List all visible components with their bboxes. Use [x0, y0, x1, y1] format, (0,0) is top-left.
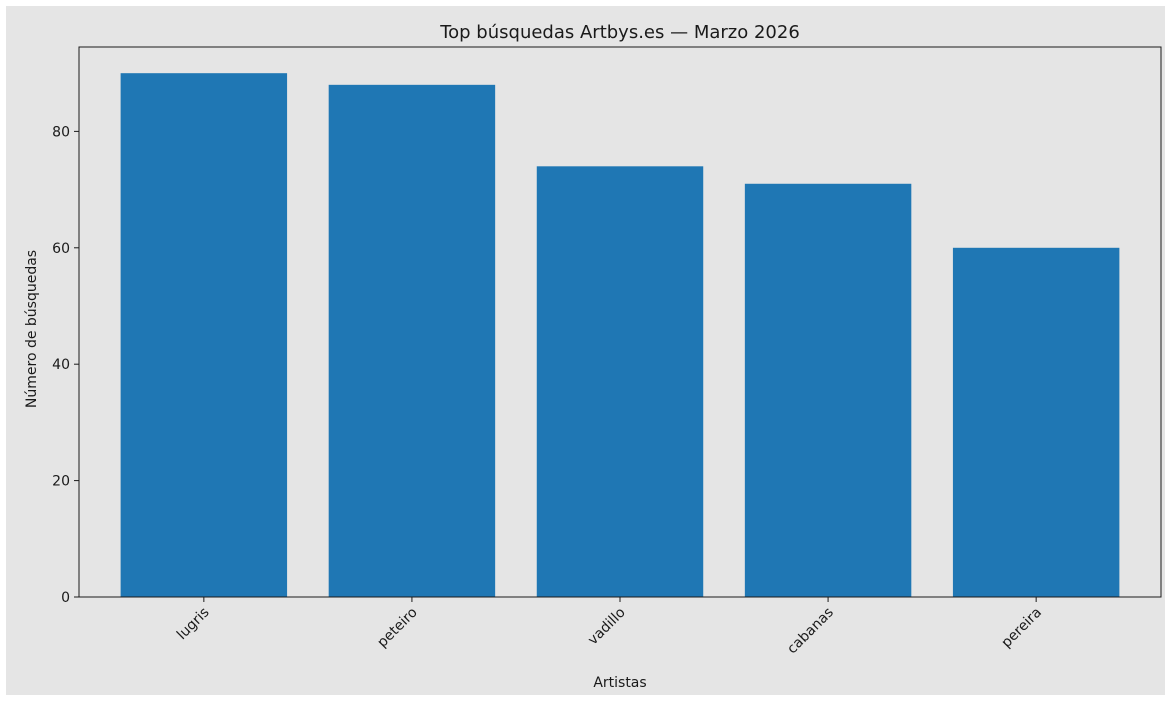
x-axis-title: Artistas	[593, 675, 646, 691]
bar-lugris	[120, 73, 288, 597]
x-tick-label-lugris: lugris	[174, 605, 213, 644]
plot-area: 0 20 40 60 80 lugris peteiro vadillo cabanas pere…	[52, 46, 1162, 658]
y-axis-title: Número de búsquedas	[24, 250, 40, 408]
bar-vadillo	[536, 166, 704, 597]
y-tick-label: 0	[61, 590, 70, 606]
x-tick-label-pereira: pereira	[999, 605, 1046, 652]
chart-title: Top búsquedas Artbys.es — Marzo 2026	[439, 22, 800, 43]
x-tick-label-cabanas: cabanas	[784, 605, 837, 658]
figure: Top búsquedas Artbys.es — Marzo 2026 0 20…	[6, 6, 1165, 695]
bar-peteiro	[328, 84, 496, 597]
y-tick-label: 60	[52, 241, 70, 257]
y-tick-label: 40	[52, 357, 70, 373]
y-tick-label: 20	[52, 474, 70, 490]
bar-pereira	[952, 247, 1120, 598]
bar-chart: Top búsquedas Artbys.es — Marzo 2026 0 20…	[24, 22, 1162, 691]
y-tick-label: 80	[52, 124, 70, 140]
bar-cabanas	[744, 183, 912, 597]
x-tick-label-vadillo: vadillo	[585, 605, 629, 649]
x-tick-label-peteiro: peteiro	[374, 605, 420, 651]
